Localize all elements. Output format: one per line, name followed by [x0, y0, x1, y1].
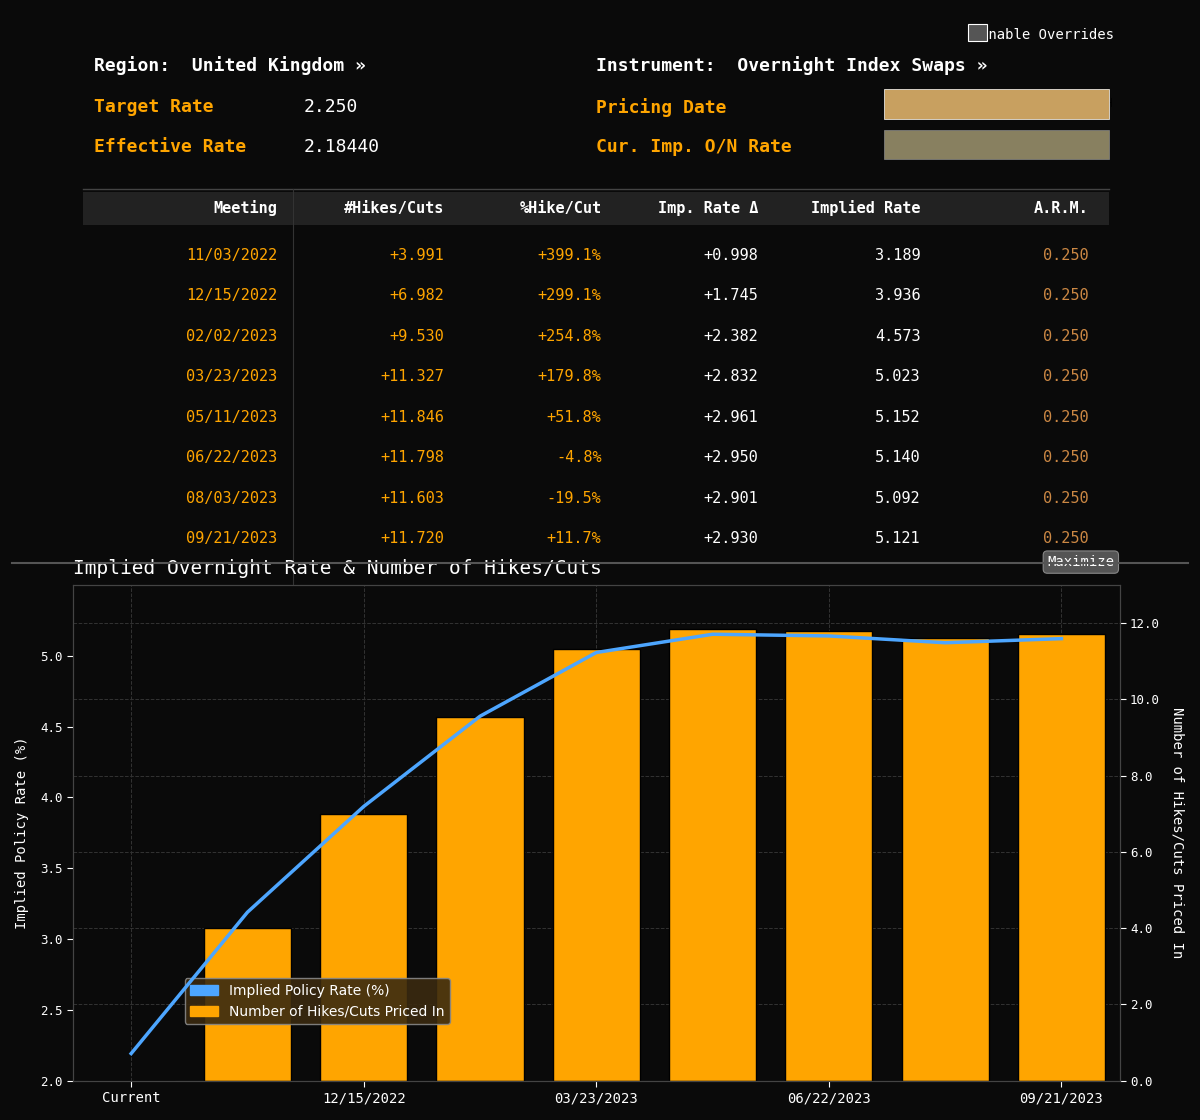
Text: Maximize: Maximize [1048, 556, 1115, 569]
Text: 08/03/2023: 08/03/2023 [186, 491, 277, 506]
FancyBboxPatch shape [884, 130, 1109, 159]
Text: 0.250: 0.250 [1043, 531, 1088, 547]
Bar [1018, 634, 1105, 1081]
Text: +11.7%: +11.7% [547, 531, 601, 547]
Text: ⊣: ⊣ [1102, 97, 1112, 111]
Text: 5.023: 5.023 [875, 370, 920, 384]
Text: 2.191: 2.191 [1051, 136, 1100, 153]
Text: +1.745: +1.745 [703, 289, 758, 304]
FancyBboxPatch shape [84, 192, 1109, 225]
Bar [437, 717, 523, 1081]
Text: Meeting: Meeting [214, 200, 277, 216]
Text: +51.8%: +51.8% [547, 410, 601, 424]
Text: 5.152: 5.152 [875, 410, 920, 424]
Text: 5.121: 5.121 [875, 531, 920, 547]
Text: +11.327: +11.327 [380, 370, 444, 384]
Text: +11.798: +11.798 [380, 450, 444, 466]
Text: 10/17/2022: 10/17/2022 [988, 95, 1088, 113]
Bar [901, 638, 989, 1081]
Text: +3.991: +3.991 [390, 248, 444, 263]
Bar [553, 648, 640, 1081]
Text: +9.530: +9.530 [390, 329, 444, 344]
Text: 12/15/2022: 12/15/2022 [186, 289, 277, 304]
Text: Enable Overrides: Enable Overrides [980, 28, 1115, 41]
Text: +11.720: +11.720 [380, 531, 444, 547]
Text: +2.961: +2.961 [703, 410, 758, 424]
Text: +179.8%: +179.8% [538, 370, 601, 384]
Text: 09/21/2023: 09/21/2023 [186, 531, 277, 547]
Text: 5.140: 5.140 [875, 450, 920, 466]
Text: 3.936: 3.936 [875, 289, 920, 304]
Text: Target Rate: Target Rate [94, 97, 214, 115]
Text: Implied Overnight Rate & Number of Hikes/Cuts: Implied Overnight Rate & Number of Hikes… [73, 559, 601, 578]
Bar [204, 928, 292, 1081]
Y-axis label: Number of Hikes/Cuts Priced In: Number of Hikes/Cuts Priced In [1171, 707, 1184, 959]
Text: -4.8%: -4.8% [556, 450, 601, 466]
Text: Pricing Date: Pricing Date [596, 97, 727, 116]
Text: 05/11/2023: 05/11/2023 [186, 410, 277, 424]
Text: 0.250: 0.250 [1043, 248, 1088, 263]
Legend: Implied Policy Rate (%), Number of Hikes/Cuts Priced In: Implied Policy Rate (%), Number of Hikes… [185, 978, 450, 1024]
Text: 5.092: 5.092 [875, 491, 920, 506]
Text: 02/02/2023: 02/02/2023 [186, 329, 277, 344]
Text: +2.901: +2.901 [703, 491, 758, 506]
Text: 0.250: 0.250 [1043, 370, 1088, 384]
Text: +399.1%: +399.1% [538, 248, 601, 263]
Text: #Hikes/Cuts: #Hikes/Cuts [344, 200, 444, 216]
Text: +2.382: +2.382 [703, 329, 758, 344]
Text: 2.250: 2.250 [304, 97, 358, 115]
Text: 3.189: 3.189 [875, 248, 920, 263]
Text: +299.1%: +299.1% [538, 289, 601, 304]
Text: Instrument:  Overnight Index Swaps »: Instrument: Overnight Index Swaps » [596, 56, 988, 75]
Text: %Hike/Cut: %Hike/Cut [520, 200, 601, 216]
Text: +11.846: +11.846 [380, 410, 444, 424]
Text: +11.603: +11.603 [380, 491, 444, 506]
Bar [785, 631, 872, 1081]
Text: 0.250: 0.250 [1043, 410, 1088, 424]
Text: Effective Rate: Effective Rate [94, 138, 246, 156]
Text: 0.250: 0.250 [1043, 450, 1088, 466]
Text: +6.982: +6.982 [390, 289, 444, 304]
Text: +2.832: +2.832 [703, 370, 758, 384]
Text: Imp. Rate Δ: Imp. Rate Δ [658, 200, 758, 216]
Text: 06/22/2023: 06/22/2023 [186, 450, 277, 466]
Y-axis label: Implied Policy Rate (%): Implied Policy Rate (%) [14, 737, 29, 930]
Text: +254.8%: +254.8% [538, 329, 601, 344]
Text: Cur. Imp. O/N Rate: Cur. Imp. O/N Rate [596, 138, 792, 156]
Text: 2.18440: 2.18440 [304, 138, 379, 156]
Text: -19.5%: -19.5% [547, 491, 601, 506]
Text: Region:  United Kingdom »: Region: United Kingdom » [94, 56, 366, 75]
Text: +0.998: +0.998 [703, 248, 758, 263]
Text: 11/03/2022: 11/03/2022 [186, 248, 277, 263]
Text: 4.573: 4.573 [875, 329, 920, 344]
Text: A.R.M.: A.R.M. [1033, 200, 1088, 216]
Text: 0.250: 0.250 [1043, 289, 1088, 304]
Text: Implied Rate: Implied Rate [811, 200, 920, 216]
Text: 03/23/2023: 03/23/2023 [186, 370, 277, 384]
Text: 0.250: 0.250 [1043, 329, 1088, 344]
Bar [968, 24, 986, 40]
Text: +2.950: +2.950 [703, 450, 758, 466]
FancyBboxPatch shape [884, 90, 1109, 119]
Text: 0.250: 0.250 [1043, 491, 1088, 506]
Bar [320, 814, 407, 1081]
Bar [668, 629, 756, 1081]
Text: +2.930: +2.930 [703, 531, 758, 547]
